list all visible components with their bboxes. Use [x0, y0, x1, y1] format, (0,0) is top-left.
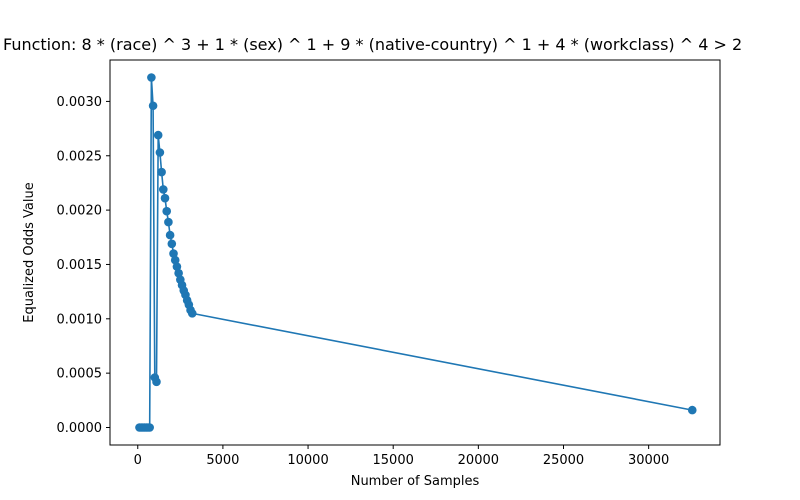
axes-frame: [109, 59, 721, 446]
data-point: [159, 185, 168, 194]
x-tick-label: 0: [134, 453, 142, 468]
y-axis-ticks: 0.0000 0.0005 0.0010 0.0015 0.0020 0.0025 0.00…: [57, 95, 110, 436]
data-point: [169, 249, 178, 258]
data-point: [153, 130, 163, 140]
y-tick-label: 0.0010: [57, 312, 103, 327]
data-point: [687, 405, 697, 415]
series-line: [139, 76, 693, 429]
x-tick-label: 25000: [543, 453, 584, 468]
data-point: [152, 377, 161, 387]
plot-area: [135, 73, 697, 432]
x-tick-label: 30000: [628, 453, 669, 468]
data-point: [174, 268, 183, 278]
data-point: [167, 239, 177, 249]
data-point: [148, 101, 158, 111]
chart-title: Function: 8 * (race) ^ 3 + 1 * (sex) ^ 1…: [3, 35, 742, 54]
y-axis-label: Equalized Odds Value: [22, 182, 37, 322]
data-point: [155, 148, 165, 157]
data-point: [172, 262, 182, 271]
data-point: [157, 167, 166, 177]
y-tick-label: 0.0000: [57, 421, 103, 436]
x-tick-label: 20000: [458, 453, 499, 468]
data-point: [162, 206, 172, 216]
data-point: [160, 193, 170, 203]
y-tick-label: 0.0005: [57, 367, 103, 382]
data-point: [145, 423, 154, 432]
data-point: [170, 255, 180, 265]
x-tick-label: 15000: [373, 453, 414, 468]
y-tick-label: 0.0015: [57, 258, 103, 273]
data-point: [147, 73, 156, 82]
x-tick-label: 10000: [287, 453, 328, 468]
data-point: [165, 230, 175, 240]
data-point: [187, 309, 197, 318]
y-tick-label: 0.0025: [57, 149, 103, 164]
x-tick-label: 5000: [206, 453, 239, 468]
x-axis-label: Number of Samples: [351, 474, 480, 489]
y-tick-label: 0.0030: [57, 95, 103, 110]
y-tick-label: 0.0020: [57, 204, 103, 219]
x-axis-ticks: 0 5000 10000 15000 20000 25000 30000: [134, 445, 669, 468]
data-point: [164, 217, 173, 227]
